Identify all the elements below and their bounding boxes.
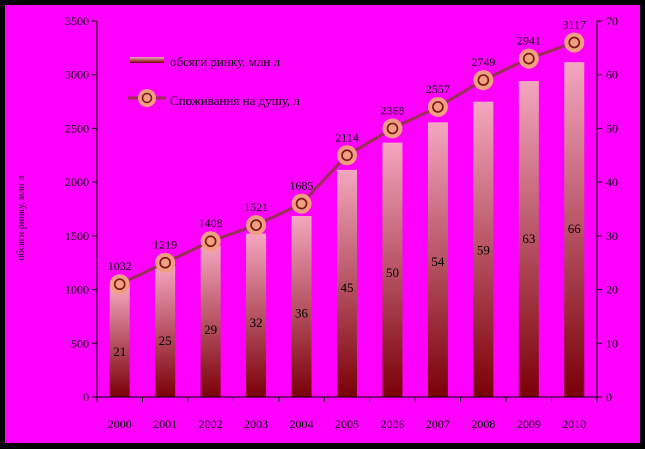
y-tick-label-1000: 1000 <box>65 283 89 297</box>
marker-2007 <box>427 96 448 117</box>
x-tick-label-2008: 2008 <box>471 417 495 431</box>
y-tick-label-2000: 2000 <box>65 175 89 189</box>
bar-2000 <box>109 286 130 397</box>
y2-tick-label-40: 40 <box>606 175 618 189</box>
y2-tick-label-30: 30 <box>606 229 618 243</box>
x-tick-label-2005: 2005 <box>335 417 359 431</box>
line-value-label-2007: 54 <box>431 254 445 269</box>
marker-2006 <box>382 118 403 139</box>
legend-bar-swatch <box>130 57 164 63</box>
marker-ring-2004 <box>295 197 308 210</box>
line-value-label-2006: 50 <box>386 265 399 280</box>
y-axis-title: обсяги ринку, млн л <box>16 176 27 261</box>
bar-2010 <box>564 62 585 397</box>
marker-2002 <box>200 231 221 252</box>
chart-background <box>5 5 640 443</box>
bar-value-label-2007: 2557 <box>426 82 450 96</box>
bar-value-label-2001: 1219 <box>153 238 177 252</box>
bar-value-label-2004: 1685 <box>290 179 314 193</box>
x-tick-label-2006: 2006 <box>380 417 404 431</box>
line-value-label-2004: 36 <box>295 305 309 320</box>
line-value-label-2002: 29 <box>204 322 217 337</box>
y-tick-label-3500: 3500 <box>65 14 89 28</box>
line-value-label-2008: 59 <box>477 243 490 258</box>
bar-2005 <box>337 169 357 397</box>
bar-value-label-2008: 2749 <box>471 55 495 69</box>
y2-tick-label-60: 60 <box>606 68 618 82</box>
bar-value-label-2000: 1032 <box>108 259 132 273</box>
legend: обсяги ринку, млн л Споживання на душу, … <box>128 54 300 108</box>
y2-tick-label-50: 50 <box>606 121 618 135</box>
bar-2004 <box>291 215 312 397</box>
y-tick-label-2500: 2500 <box>65 121 89 135</box>
legend-bar-label: обсяги ринку, млн л <box>170 54 281 69</box>
bar-value-label-2009: 2941 <box>517 34 541 48</box>
marker-ring-2010 <box>568 36 581 49</box>
x-tick-label-2002: 2002 <box>199 417 223 431</box>
y2-tick-label-10: 10 <box>606 336 618 350</box>
marker-2003 <box>246 215 267 236</box>
x-tick-label-2007: 2007 <box>426 417 450 431</box>
bar-2001 <box>155 266 176 397</box>
bar-2002 <box>200 245 221 397</box>
axes-layer: 0 500 1000 1500 2000 2500 3000 3500 0 10 20 30 40 50 6… <box>65 14 618 431</box>
marker-ring-2002 <box>204 235 217 248</box>
bar-value-label-2010: 3117 <box>562 17 586 31</box>
x-tick-label-2009: 2009 <box>517 417 541 431</box>
legend-marker-outer <box>138 89 156 107</box>
marker-ring-2003 <box>250 219 262 231</box>
marker-ring-2009 <box>522 52 535 65</box>
bars-layer <box>109 62 585 397</box>
y-tick-label-0: 0 <box>83 390 89 404</box>
marker-ring-2001 <box>159 256 172 269</box>
legend-marker-ring <box>141 92 153 104</box>
marker-ring-2006 <box>386 122 399 135</box>
x-tick-label-2001: 2001 <box>153 417 177 431</box>
y-tick-label-1500: 1500 <box>65 229 89 243</box>
line-value-label-2003: 32 <box>250 315 263 330</box>
line-layer <box>109 32 585 295</box>
marker-ring-2008 <box>477 74 490 86</box>
bar-value-label-2003: 1521 <box>244 200 268 214</box>
line-value-label-2010: 66 <box>568 221 582 236</box>
line-value-label-2000: 21 <box>113 344 126 359</box>
marker-ring-2000 <box>113 278 126 291</box>
y2-tick-label-0: 0 <box>606 390 612 404</box>
bar-2009 <box>518 81 539 397</box>
y-tick-label-500: 500 <box>71 336 89 350</box>
marker-2010 <box>564 32 585 53</box>
y2-tick-label-20: 20 <box>606 283 618 297</box>
x-tick-label-2000: 2000 <box>108 417 132 431</box>
bar-2008 <box>473 101 494 397</box>
x-tick-label-2003: 2003 <box>244 417 268 431</box>
bar-2007 <box>427 122 448 397</box>
labels-layer: 1032 1219 1408 1521 1685 2114 2368 2557 2749 2941… <box>108 17 586 359</box>
bar-2003 <box>246 233 267 397</box>
marker-2009 <box>518 48 539 69</box>
marker-2000 <box>109 274 130 295</box>
y-tick-label-3000: 3000 <box>65 68 89 82</box>
line-value-label-2009: 63 <box>522 231 535 246</box>
marker-ring-2007 <box>432 101 444 113</box>
bar-value-label-2005: 2114 <box>335 130 359 144</box>
marker-ring-2005 <box>341 149 353 162</box>
y2-tick-label-70: 70 <box>606 14 618 28</box>
x-tick-label-2004: 2004 <box>290 417 314 431</box>
bar-value-label-2006: 2368 <box>380 103 404 117</box>
marker-2004 <box>291 193 312 214</box>
bar-value-label-2002: 1408 <box>199 216 223 230</box>
marker-2008 <box>473 70 494 91</box>
marker-2001 <box>155 252 176 273</box>
bar-2006 <box>382 142 403 397</box>
marker-2005 <box>337 145 357 166</box>
legend-line-label: Споживання на душу, л <box>170 93 300 108</box>
line-value-label-2005: 45 <box>341 280 354 295</box>
line-value-label-2001: 25 <box>159 333 172 348</box>
x-tick-label-2010: 2010 <box>562 417 586 431</box>
